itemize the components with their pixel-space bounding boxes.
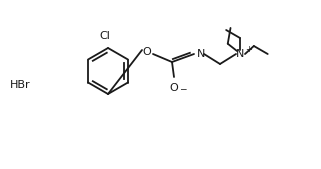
Text: −: −: [179, 84, 187, 93]
Text: N: N: [197, 49, 205, 59]
Text: +: +: [245, 45, 252, 54]
Text: N: N: [236, 49, 244, 59]
Text: O: O: [143, 47, 152, 57]
Text: O: O: [169, 83, 178, 93]
Text: HBr: HBr: [10, 80, 30, 90]
Text: Cl: Cl: [100, 31, 110, 41]
